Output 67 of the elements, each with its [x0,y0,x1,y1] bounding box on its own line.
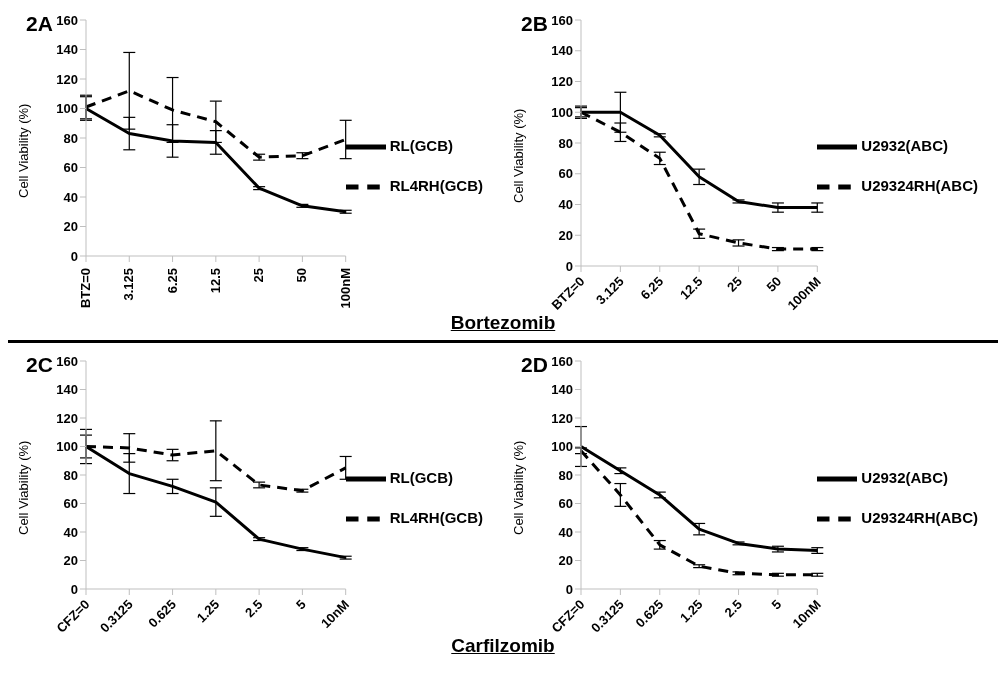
y-tick-label: 100 [551,439,573,455]
x-tick-label: 2.5 [242,596,266,621]
y-tick-label: 20 [63,219,78,235]
y-tick-label: 40 [63,524,78,540]
x-tick-label: 100nM [337,268,353,309]
y-tick-label: 80 [63,130,78,146]
y-tick-label: 140 [56,382,78,398]
y-tick-label: 140 [56,42,78,58]
x-tick-label: 25 [251,268,267,283]
y-tick-label: 60 [558,166,573,182]
y-tick-label: 60 [558,496,573,512]
legend-label: U2932(ABC) [861,136,948,154]
y-axis-title: Cell Viability (%) [15,440,31,535]
y-tick-label: 0 [70,248,78,264]
legend-label: RL4RH(GCB) [389,176,483,194]
y-tick-label: 20 [558,227,573,243]
y-tick-label: 40 [63,189,78,205]
y-tick-label: 40 [558,524,573,540]
chart-title: 2B [521,12,548,36]
legend-label: RL(GCB) [389,136,453,154]
y-tick-label: 140 [551,382,573,398]
y-tick-label: 100 [551,104,573,120]
y-tick-label: 120 [56,71,78,87]
y-tick-label: 0 [565,258,573,274]
x-tick-label: 3.125 [121,268,137,301]
chart-title: 2D [521,353,548,377]
y-axis-title: Cell Viability (%) [510,440,526,535]
y-tick-label: 80 [63,467,78,483]
chart-title: 2C [26,353,53,377]
text: Carfilzomib [450,635,556,658]
legend-label: RL(GCB) [389,468,453,486]
x-tick-label: 2.5 [721,596,745,621]
legend-label: RL4RH(GCB) [389,508,483,526]
x-tick-label: 6.25 [164,268,180,294]
y-tick-label: 160 [56,12,78,28]
x-tick-label: 50 [763,273,785,295]
legend-label: U29324RH(ABC) [861,508,978,526]
text: Bortezomib [449,312,557,335]
chart-title: 2A [26,12,53,36]
x-tick-label: 50 [294,268,310,283]
y-tick-label: 120 [551,410,573,426]
x-tick-label: 25 [724,273,745,295]
x-tick-label: BTZ=0 [78,268,93,309]
y-tick-label: 40 [558,197,573,213]
y-tick-label: 60 [63,160,78,176]
y-tick-label: 60 [63,496,78,512]
y-tick-label: 0 [70,581,78,597]
legend-label: U29324RH(ABC) [861,176,978,194]
y-tick-label: 20 [558,553,573,569]
y-tick-label: 100 [56,101,78,117]
y-tick-label: 80 [558,135,573,151]
y-tick-label: 120 [56,410,78,426]
y-tick-label: 160 [551,12,573,28]
y-axis-title: Cell Viability (%) [510,108,526,203]
y-tick-label: 0 [565,581,573,597]
y-tick-label: 20 [63,553,78,569]
y-tick-label: 160 [56,353,78,369]
y-tick-label: 160 [551,353,573,369]
y-tick-label: 100 [56,439,78,455]
y-tick-label: 140 [551,43,573,59]
y-tick-label: 80 [558,467,573,483]
x-tick-label: 5 [768,596,785,613]
legend-label: U2932(ABC) [861,468,948,486]
y-tick-label: 120 [551,74,573,90]
y-axis-title: Cell Viability (%) [15,103,31,198]
x-tick-label: 12.5 [207,268,223,294]
x-tick-label: 5 [293,596,309,613]
